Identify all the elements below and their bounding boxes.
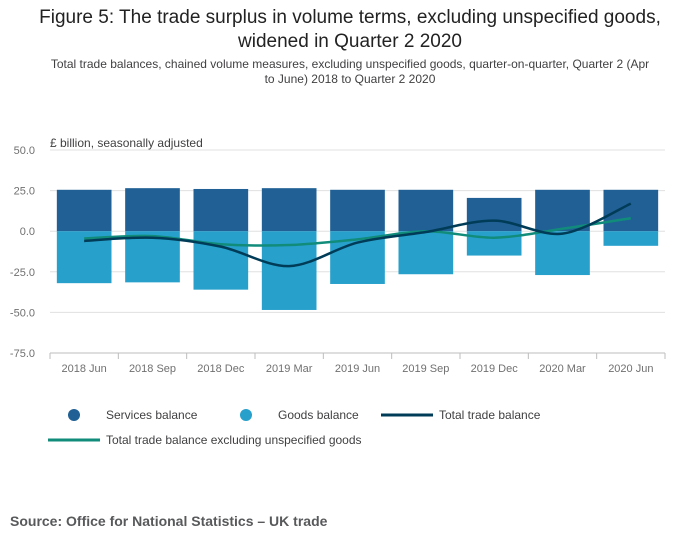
legend-total-label: Total trade balance — [439, 408, 541, 422]
services-balance-bar — [398, 189, 454, 232]
source-note: Source: Office for National Statistics –… — [10, 513, 328, 529]
services-balance-bar — [535, 189, 590, 232]
y-tick-label: 25.0 — [14, 186, 35, 198]
x-tick-label: 2019 Dec — [471, 363, 519, 375]
x-tick-label: 2019 Mar — [266, 363, 313, 375]
services-balance-bar — [466, 197, 522, 232]
chart-title-line-1: Figure 5: The trade surplus in volume te… — [39, 7, 661, 28]
services-balance-bar — [603, 189, 659, 232]
goods-balance-bar — [466, 231, 522, 256]
services-balance-bar — [193, 188, 249, 232]
x-tick-label: 2018 Sep — [129, 363, 176, 375]
x-tick-label: 2018 Dec — [197, 363, 245, 375]
x-tick-label: 2019 Sep — [402, 363, 449, 375]
legend-goods-label: Goods balance — [278, 408, 359, 422]
y-axis-label: £ billion, seasonally adjusted — [50, 136, 203, 150]
chart-subtitle: Total trade balances, chained volume mea… — [30, 57, 670, 87]
y-tick-label: 50.0 — [14, 145, 35, 157]
services-balance-bar — [330, 189, 385, 232]
legend-services-marker — [68, 409, 80, 421]
chart-subtitle-line-1: Total trade balances, chained volume mea… — [50, 57, 650, 71]
goods-balance-bar — [535, 231, 590, 276]
goods-balance-bar — [603, 231, 659, 246]
x-tick-label: 2018 Jun — [62, 363, 107, 375]
legend-goods-marker — [240, 409, 252, 421]
services-balance-bar — [125, 188, 180, 232]
legend-services-label: Services balance — [106, 408, 198, 422]
x-tick-label: 2020 Jun — [608, 363, 653, 375]
goods-balance-bar — [398, 231, 454, 275]
chart-subtitle-line-2: to June) 2018 to Quarter 2 2020 — [264, 72, 436, 86]
chart-title-line-2: widened in Quarter 2 2020 — [238, 31, 462, 52]
legend-total-excl-label: Total trade balance excluding unspecifie… — [106, 433, 362, 447]
goods-balance-bar — [193, 231, 249, 290]
y-tick-label: -75.0 — [10, 348, 35, 360]
chart-title: Figure 5: The trade surplus in volume te… — [0, 6, 700, 54]
x-tick-label: 2019 Jun — [335, 363, 380, 375]
total-trade-balance-line — [84, 202, 632, 268]
y-tick-label: -50.0 — [10, 307, 35, 319]
services-balance-bar — [261, 188, 317, 232]
services-balance-bar — [56, 189, 112, 232]
x-tick-label: 2020 Mar — [539, 363, 586, 375]
y-tick-label: 0.0 — [20, 226, 35, 238]
y-tick-label: -25.0 — [10, 267, 35, 279]
